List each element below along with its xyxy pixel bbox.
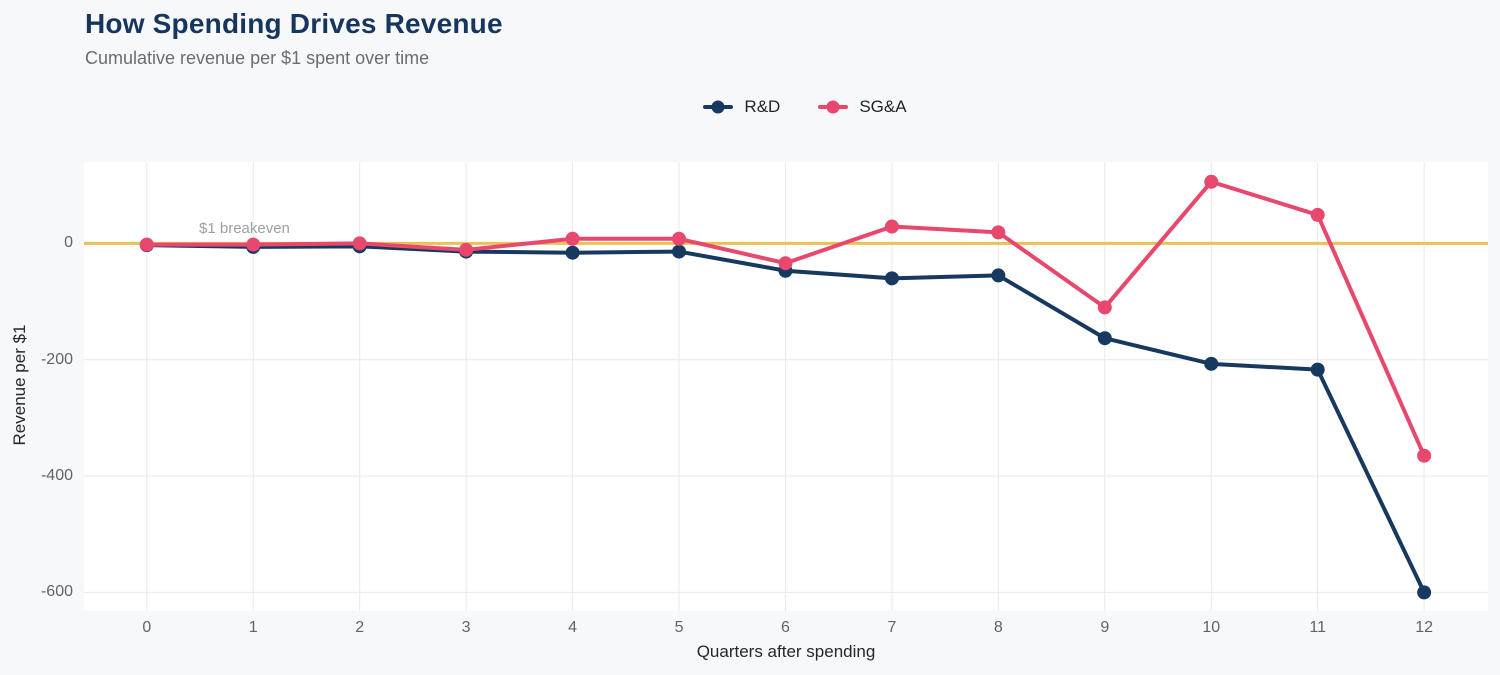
r-d-data-point bbox=[565, 245, 580, 260]
x-axis-title: Quarters after spending bbox=[696, 642, 876, 661]
sg-a-data-point bbox=[884, 219, 899, 234]
sg-a-data-point bbox=[565, 231, 580, 246]
legend-line-dot-icon bbox=[703, 100, 734, 114]
breakeven-annotation: $1 breakeven bbox=[199, 220, 290, 237]
y-tick-label: -600 bbox=[40, 583, 73, 601]
legend-label: SG&A bbox=[859, 97, 907, 116]
sg-a-data-point bbox=[246, 237, 261, 252]
x-tick-label: 2 bbox=[355, 619, 365, 636]
x-tick-label: 3 bbox=[461, 619, 471, 636]
sg-a-data-point bbox=[778, 256, 793, 271]
legend-line-dot-icon bbox=[818, 100, 849, 114]
sg-a-data-point bbox=[1310, 207, 1325, 222]
chart-canvas bbox=[84, 162, 1488, 611]
y-tick-label: -200 bbox=[40, 350, 73, 368]
sg-a-data-point bbox=[459, 242, 474, 257]
sg-a-data-point bbox=[139, 237, 154, 252]
x-tick-label: 8 bbox=[993, 619, 1003, 636]
y-axis-tick-labels: 0 -200 -400 -600 bbox=[0, 162, 73, 611]
r-d-data-point bbox=[1204, 356, 1219, 371]
r-d-data-point bbox=[991, 268, 1006, 283]
legend-item-sg-a[interactable]: SG&A bbox=[818, 97, 907, 117]
sg-a-data-point bbox=[1417, 448, 1432, 463]
sg-a-data-point bbox=[1097, 300, 1112, 315]
x-tick-label: 11 bbox=[1309, 619, 1326, 636]
sg-a-data-point bbox=[352, 236, 367, 251]
legend-item-r-d[interactable]: R&D bbox=[703, 97, 780, 117]
x-tick-label: 5 bbox=[674, 619, 684, 636]
chart-subtitle: Cumulative revenue per $1 spent over tim… bbox=[85, 48, 430, 68]
x-tick-label: 1 bbox=[248, 619, 258, 636]
x-tick-label: 9 bbox=[1100, 619, 1110, 636]
x-tick-label: 12 bbox=[1415, 619, 1434, 636]
legend-label: R&D bbox=[744, 97, 781, 116]
x-tick-label: 10 bbox=[1202, 619, 1221, 636]
r-d-data-point bbox=[672, 244, 687, 259]
plot-area: $1 breakeven bbox=[84, 162, 1488, 611]
legend: R&D SG&A bbox=[110, 97, 1500, 117]
y-tick-label: 0 bbox=[64, 234, 73, 252]
chart-title: How Spending Drives Revenue bbox=[85, 8, 503, 39]
x-tick-label: 7 bbox=[887, 619, 897, 636]
sg-a-data-point bbox=[1204, 174, 1219, 189]
x-axis-tick-labels: 0 1 2 3 4 5 6 7 8 9 10 11 12 bbox=[84, 619, 1488, 641]
sg-a-data-point bbox=[672, 231, 687, 246]
sg-a-data-point bbox=[991, 225, 1006, 240]
x-tick-label: 4 bbox=[568, 619, 578, 636]
x-tick-label: 0 bbox=[142, 619, 152, 636]
y-tick-label: -400 bbox=[40, 467, 73, 485]
r-d-data-point bbox=[1417, 585, 1432, 600]
r-d-data-point bbox=[1097, 331, 1112, 346]
r-d-data-point bbox=[884, 271, 899, 286]
r-d-data-point bbox=[1310, 362, 1325, 377]
x-tick-label: 6 bbox=[781, 619, 790, 636]
